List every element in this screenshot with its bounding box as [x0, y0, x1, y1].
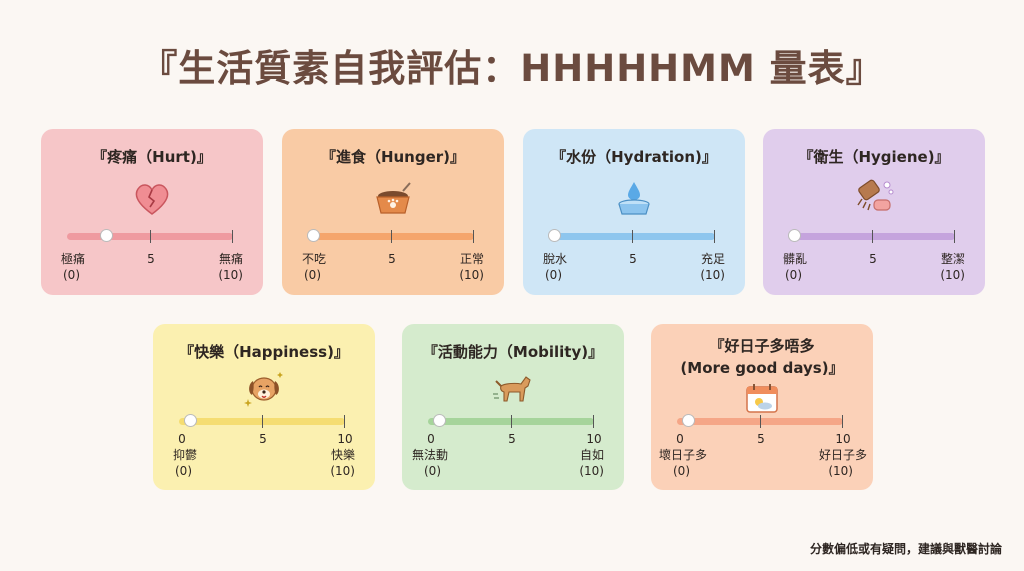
- slider-end-tick: [954, 230, 955, 243]
- slider-end-tick: [473, 230, 474, 243]
- slider-handle[interactable]: [682, 414, 695, 427]
- low-value: (0): [785, 268, 802, 282]
- score-slider[interactable]: [548, 229, 715, 243]
- slider-handle[interactable]: [184, 414, 197, 427]
- low-label: 壞日子多: [659, 448, 708, 462]
- mid-label: 5: [259, 432, 267, 446]
- high-value: (10): [940, 268, 965, 282]
- slider-handle[interactable]: [307, 229, 320, 242]
- slider-handle[interactable]: [433, 414, 446, 427]
- slider-mid-tick: [262, 415, 263, 428]
- mid-label: 5: [388, 252, 396, 266]
- card-title: 『活動能力（Mobility)』: [422, 343, 604, 361]
- card-hurt: 『疼痛（Hurt)』 極痛 (0) 5 無痛 (10): [41, 129, 263, 295]
- mid-label: 5: [147, 252, 155, 266]
- high-label: 好日子多: [818, 448, 867, 462]
- slider-end-tick: [232, 230, 233, 243]
- food-bowl-icon: [376, 182, 411, 214]
- mid-label: 5: [869, 252, 877, 266]
- low-label: 無法動: [412, 448, 449, 462]
- slider-handle[interactable]: [788, 229, 801, 242]
- water-bowl-icon: [618, 182, 650, 215]
- scale-max-label: 10: [586, 432, 602, 446]
- low-value: (0): [545, 268, 562, 282]
- high-value: (10): [218, 268, 243, 282]
- score-slider[interactable]: [428, 414, 594, 428]
- score-slider[interactable]: [67, 229, 233, 243]
- low-label: 抑鬱: [173, 448, 198, 462]
- score-slider[interactable]: [179, 414, 345, 428]
- high-label: 快樂: [330, 448, 355, 462]
- high-value: (10): [700, 268, 725, 282]
- broken-heart-icon: [135, 184, 169, 215]
- mid-label: 5: [508, 432, 516, 446]
- scale-max-label: 10: [337, 432, 353, 446]
- low-label: 極痛: [61, 252, 86, 266]
- grooming-brush-icon: [857, 179, 894, 211]
- slider-mid-tick: [872, 230, 873, 243]
- slider-end-tick: [842, 415, 843, 428]
- scale-min-label: 0: [676, 432, 684, 446]
- page-title: 『生活質素自我評估：HHHHHMM 量表』: [140, 47, 884, 90]
- card-title: 『疼痛（Hurt)』: [92, 148, 212, 166]
- high-value: (10): [579, 464, 604, 478]
- high-label: 正常: [459, 252, 484, 266]
- card-hygiene: 『衛生（Hygiene)』 髒亂 (0) 5 整潔 (10): [763, 129, 985, 295]
- high-value: (10): [828, 464, 853, 478]
- footer-note: 分數偏低或有疑問，建議與獸醫討論: [809, 542, 1002, 556]
- slider-mid-tick: [511, 415, 512, 428]
- card-hunger: 『進食（Hunger)』 不吃 (0) 5 正常 (10): [282, 129, 504, 295]
- high-label: 無痛: [218, 252, 243, 266]
- low-label: 不吃: [302, 252, 327, 266]
- mid-label: 5: [757, 432, 765, 446]
- slider-mid-tick: [150, 230, 151, 243]
- high-value: (10): [330, 464, 355, 478]
- high-label: 充足: [700, 252, 725, 266]
- slider-mid-tick: [760, 415, 761, 428]
- card-mobility: 『活動能力（Mobility)』 0 5 10 無法動 (0) 自如 (10): [402, 324, 624, 490]
- low-value: (0): [175, 464, 192, 478]
- low-value: (0): [673, 464, 690, 478]
- low-value: (0): [304, 268, 321, 282]
- card-happiness: 『快樂（Happiness)』 0 5 10 抑鬱 (0) 快樂 (10): [153, 324, 375, 490]
- card-title: 『進食（Hunger)』: [320, 148, 466, 166]
- scale-max-label: 10: [835, 432, 851, 446]
- slider-end-tick: [714, 230, 715, 243]
- high-value: (10): [459, 268, 484, 282]
- slider-mid-tick: [391, 230, 392, 243]
- score-slider[interactable]: [677, 414, 843, 428]
- calendar-sun-icon: [746, 384, 778, 413]
- happy-dog-icon: [244, 372, 283, 407]
- score-slider[interactable]: [307, 229, 474, 243]
- high-label: 整潔: [940, 252, 965, 266]
- slider-handle[interactable]: [100, 229, 113, 242]
- card-title: 『快樂（Happiness)』: [179, 343, 349, 361]
- low-label: 髒亂: [783, 252, 808, 266]
- card-hydration: 『水份（Hydration)』 脫水 (0) 5 充足 (10): [523, 129, 745, 295]
- card-title-line2: (More good days)』: [680, 359, 844, 377]
- card-title: 『水份（Hydration)』: [551, 148, 717, 166]
- slider-handle[interactable]: [548, 229, 561, 242]
- slider-mid-tick: [632, 230, 633, 243]
- low-value: (0): [63, 268, 80, 282]
- mid-label: 5: [629, 252, 637, 266]
- high-label: 自如: [579, 448, 604, 462]
- low-value: (0): [424, 464, 441, 478]
- card-title: 『衛生（Hygiene)』: [798, 148, 950, 166]
- slider-end-tick: [344, 415, 345, 428]
- scale-min-label: 0: [427, 432, 435, 446]
- walking-dog-icon: [493, 376, 531, 402]
- card-more-good-days: 『好日子多唔多 (More good days)』 0 5 10 壞日子多 (0…: [651, 324, 873, 490]
- low-label: 脫水: [543, 252, 568, 266]
- score-slider[interactable]: [788, 229, 955, 243]
- card-title: 『好日子多唔多: [709, 337, 815, 355]
- slider-end-tick: [593, 415, 594, 428]
- scale-min-label: 0: [178, 432, 186, 446]
